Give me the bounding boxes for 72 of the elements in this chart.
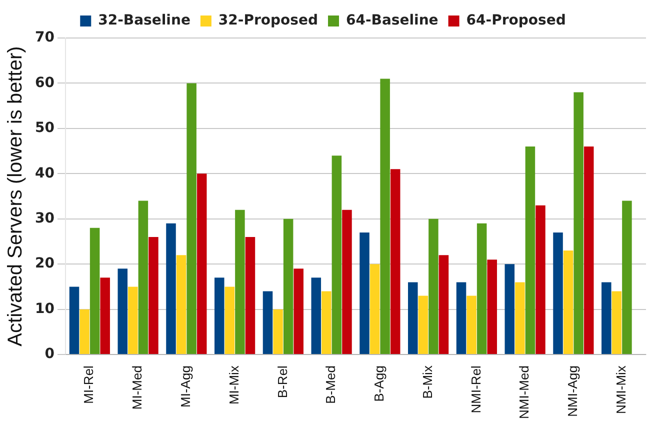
- bar: [574, 92, 584, 354]
- bar: [466, 296, 476, 354]
- bar: [283, 218, 294, 354]
- bar: [186, 83, 196, 354]
- bar: [148, 236, 158, 354]
- bar: [273, 309, 283, 354]
- x-tick-label: B-Med: [323, 366, 338, 404]
- bar: [166, 223, 176, 354]
- bar: [224, 286, 235, 354]
- y-tick-label: 20: [35, 256, 55, 272]
- x-tick-label: MI-Med: [130, 366, 145, 410]
- bar: [408, 282, 418, 354]
- bar: [262, 291, 273, 354]
- bar: [438, 255, 449, 354]
- bar: [69, 286, 80, 354]
- bar: [322, 291, 332, 354]
- bar: [525, 146, 536, 354]
- bar: [536, 205, 546, 354]
- x-tick-label: MI-Agg: [178, 366, 193, 408]
- legend-label: 64-Proposed: [466, 12, 566, 29]
- bar: [612, 291, 622, 354]
- x-tick-label: B-Rel: [274, 365, 290, 398]
- bar: [196, 174, 207, 354]
- y-tick-label: 40: [35, 165, 55, 182]
- y-tick-label: 60: [35, 74, 55, 91]
- bar: [456, 282, 466, 354]
- bar: [80, 309, 90, 354]
- bar: [311, 278, 322, 354]
- legend-label: 64-Baseline: [346, 12, 438, 29]
- bar: [100, 278, 110, 354]
- bar: [118, 268, 128, 354]
- x-tick-label: NMI-Med: [516, 366, 532, 420]
- y-tick-label: 0: [44, 346, 55, 362]
- y-tick-label: 30: [35, 210, 55, 227]
- bar: [176, 255, 186, 354]
- bar: [563, 250, 574, 354]
- bar: [515, 282, 525, 354]
- y-tick-label: 50: [35, 120, 55, 136]
- bar: [360, 232, 370, 354]
- y-tick-label: 70: [35, 30, 55, 46]
- bar: [553, 232, 563, 354]
- bar: [390, 169, 400, 354]
- bar: [128, 286, 138, 354]
- bar: [138, 200, 148, 354]
- bar: [602, 282, 612, 354]
- bar: [235, 210, 245, 354]
- x-tick-label: NMI-Rel: [468, 365, 484, 414]
- bar: [428, 218, 438, 354]
- x-tick-label: B-Mix: [420, 365, 435, 399]
- bar: [418, 296, 428, 354]
- bar: [294, 268, 304, 354]
- bar: [622, 200, 632, 354]
- y-tick-label: 10: [35, 300, 55, 317]
- x-tick-label: MI-Rel: [81, 365, 96, 404]
- bar: [504, 264, 515, 354]
- x-tick-label: MI-Mix: [226, 365, 242, 405]
- legend-label: 32-Baseline: [98, 12, 190, 29]
- bar: [370, 264, 380, 354]
- bar: [476, 223, 487, 354]
- bar: [245, 236, 256, 354]
- bar: [90, 228, 100, 354]
- bar: [380, 78, 390, 354]
- legend-label: 32-Proposed: [218, 12, 318, 29]
- x-tick-label: NMI-Mix: [613, 365, 628, 414]
- x-tick-label: NMI-Agg: [565, 366, 580, 417]
- bar: [487, 260, 497, 354]
- bar: [214, 278, 224, 354]
- y-axis-title: Activated Servers (lower is better): [4, 46, 27, 346]
- bar: [332, 156, 342, 354]
- x-tick-label: B-Agg: [372, 366, 387, 402]
- bar: [342, 210, 352, 354]
- bar: [584, 146, 594, 354]
